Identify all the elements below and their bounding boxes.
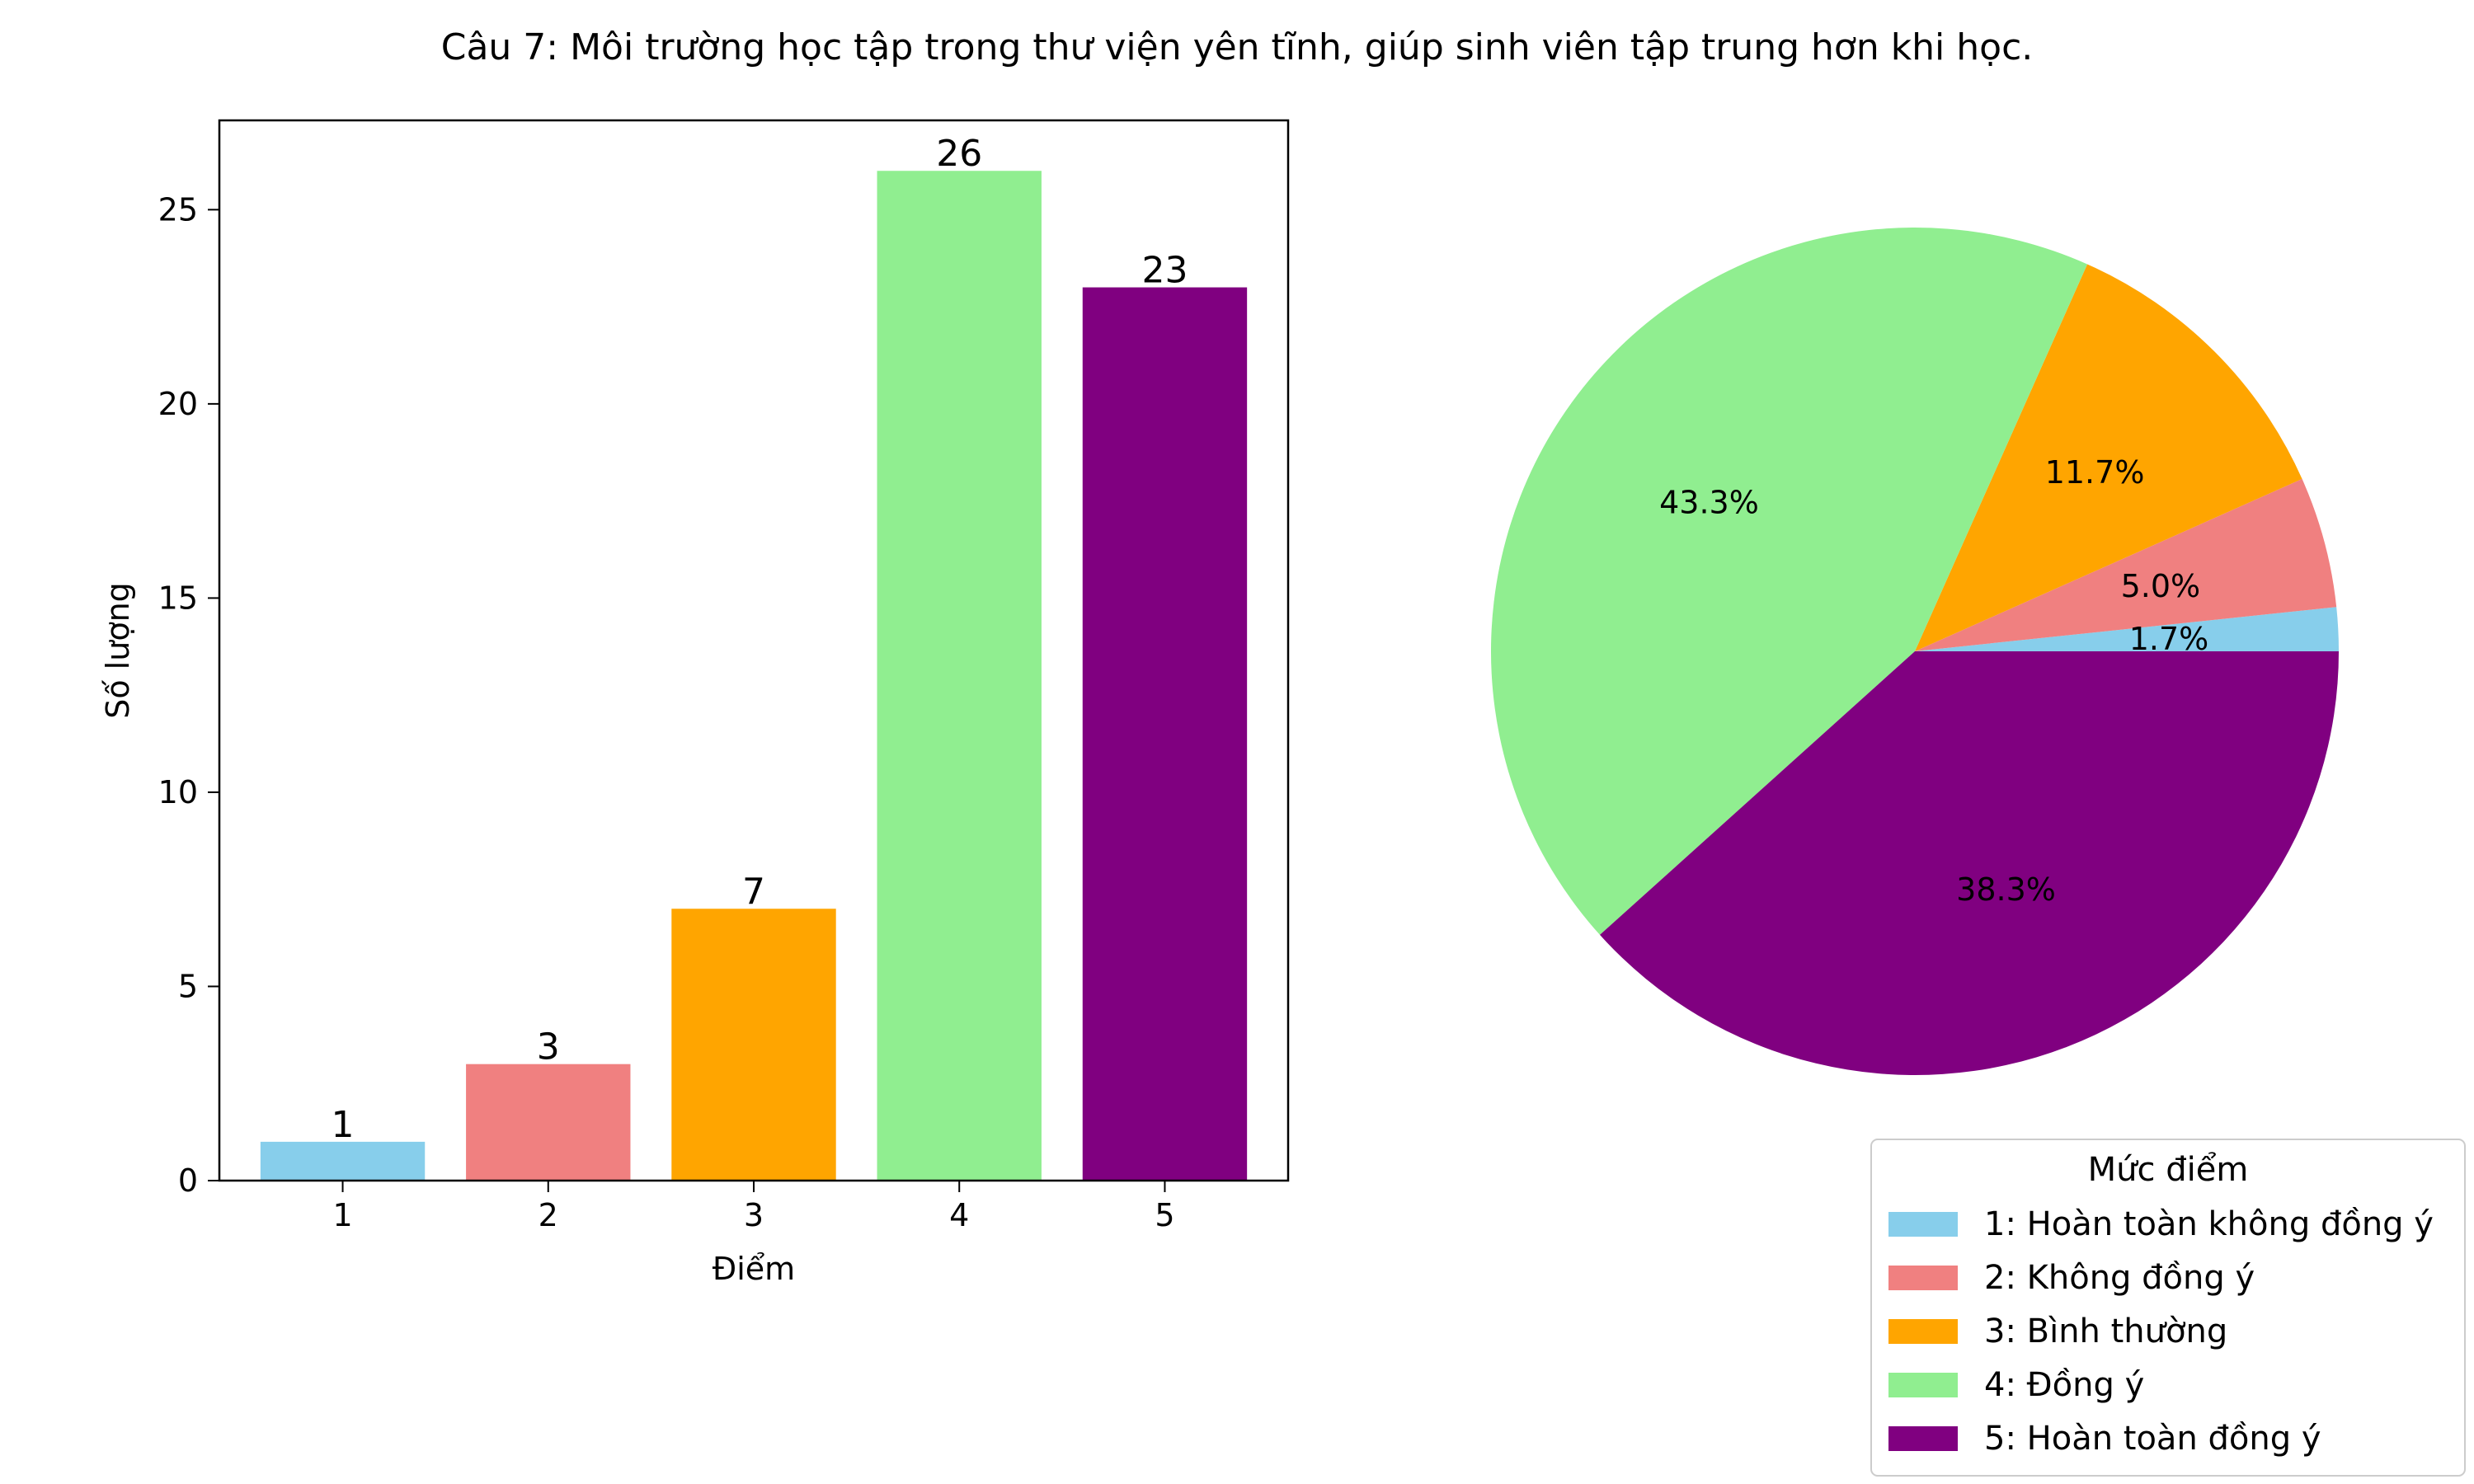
chart-title: Câu 7: Môi trường học tập trong thư viện… [441, 26, 2034, 68]
y-axis-ticks: 0 5 10 15 20 25 [158, 191, 219, 1199]
y-tick-label: 15 [158, 580, 198, 616]
bar-data-label: 3 [537, 1026, 560, 1068]
y-tick-label: 25 [158, 191, 198, 228]
pie-slice-1 [1915, 607, 2339, 651]
bars-group [260, 171, 1248, 1181]
pie-percent-label: 43.3% [1659, 485, 1759, 521]
legend-swatch [1888, 1373, 1958, 1397]
bar-4 [877, 171, 1042, 1181]
legend-entry-label: 5: Hoàn toàn đồng ý [1984, 1420, 2321, 1458]
x-tick-label: 5 [1155, 1197, 1174, 1233]
bar-1 [260, 1141, 426, 1181]
bar-5 [1082, 287, 1248, 1181]
pie-slice-3 [1915, 264, 2302, 651]
x-axis-ticks: 1 2 3 4 5 [332, 1181, 1175, 1233]
legend-swatch [1888, 1426, 1958, 1451]
x-axis-label: Điểm [713, 1251, 795, 1287]
legend-entry-label: 2: Không đồng ý [1984, 1259, 2255, 1297]
legend: Mức điểm 1: Hoàn toàn không đồng ý 2: Khô… [1870, 1139, 2466, 1477]
bar-data-label: 26 [936, 133, 982, 175]
bar-data-label: 7 [742, 871, 765, 913]
x-tick-label: 1 [332, 1197, 352, 1233]
legend-entry-label: 1: Hoàn toàn không đồng ý [1984, 1205, 2434, 1243]
pie-slices-group [1491, 227, 2339, 1075]
pie-slice-2 [1915, 478, 2337, 651]
bar-data-label: 23 [1141, 250, 1188, 292]
y-tick-label: 5 [178, 968, 198, 1004]
legend-items: 1: Hoàn toàn không đồng ý 2: Không đồng ý… [1888, 1205, 2434, 1458]
pie-percent-label: 1.7% [2129, 621, 2209, 657]
y-tick-label: 0 [178, 1162, 198, 1199]
pie-percent-labels: 1.7% 5.0% 11.7% 43.3% 38.3% [1659, 454, 2208, 908]
y-axis-label: Số lượng [100, 582, 136, 719]
legend-swatch [1888, 1212, 1958, 1237]
pie-chart: 1.7% 5.0% 11.7% 43.3% 38.3% [1491, 227, 2339, 1075]
legend-entry-label: 4: Đồng ý [1984, 1366, 2144, 1404]
legend-entry-label: 3: Bình thường [1984, 1313, 2227, 1350]
y-tick-label: 10 [158, 774, 198, 810]
legend-swatch [1888, 1319, 1958, 1344]
legend-box [1870, 1139, 2466, 1477]
pie-slice-5 [1600, 651, 2339, 1075]
bar-2 [466, 1064, 631, 1181]
y-tick-label: 20 [158, 386, 198, 422]
bar-data-label: 1 [332, 1104, 355, 1146]
pie-percent-label: 38.3% [1956, 871, 2056, 908]
legend-swatch [1888, 1266, 1958, 1290]
pie-percent-label: 11.7% [2045, 454, 2145, 491]
x-tick-label: 2 [539, 1197, 558, 1233]
x-tick-label: 4 [949, 1197, 969, 1233]
bar-data-labels: 1 3 7 26 23 [332, 133, 1188, 1146]
pie-slice-4 [1491, 227, 2088, 935]
x-tick-label: 3 [744, 1197, 764, 1233]
pie-percent-label: 5.0% [2121, 568, 2201, 604]
legend-title: Mức điểm [2088, 1151, 2249, 1189]
bar-3 [671, 909, 836, 1181]
